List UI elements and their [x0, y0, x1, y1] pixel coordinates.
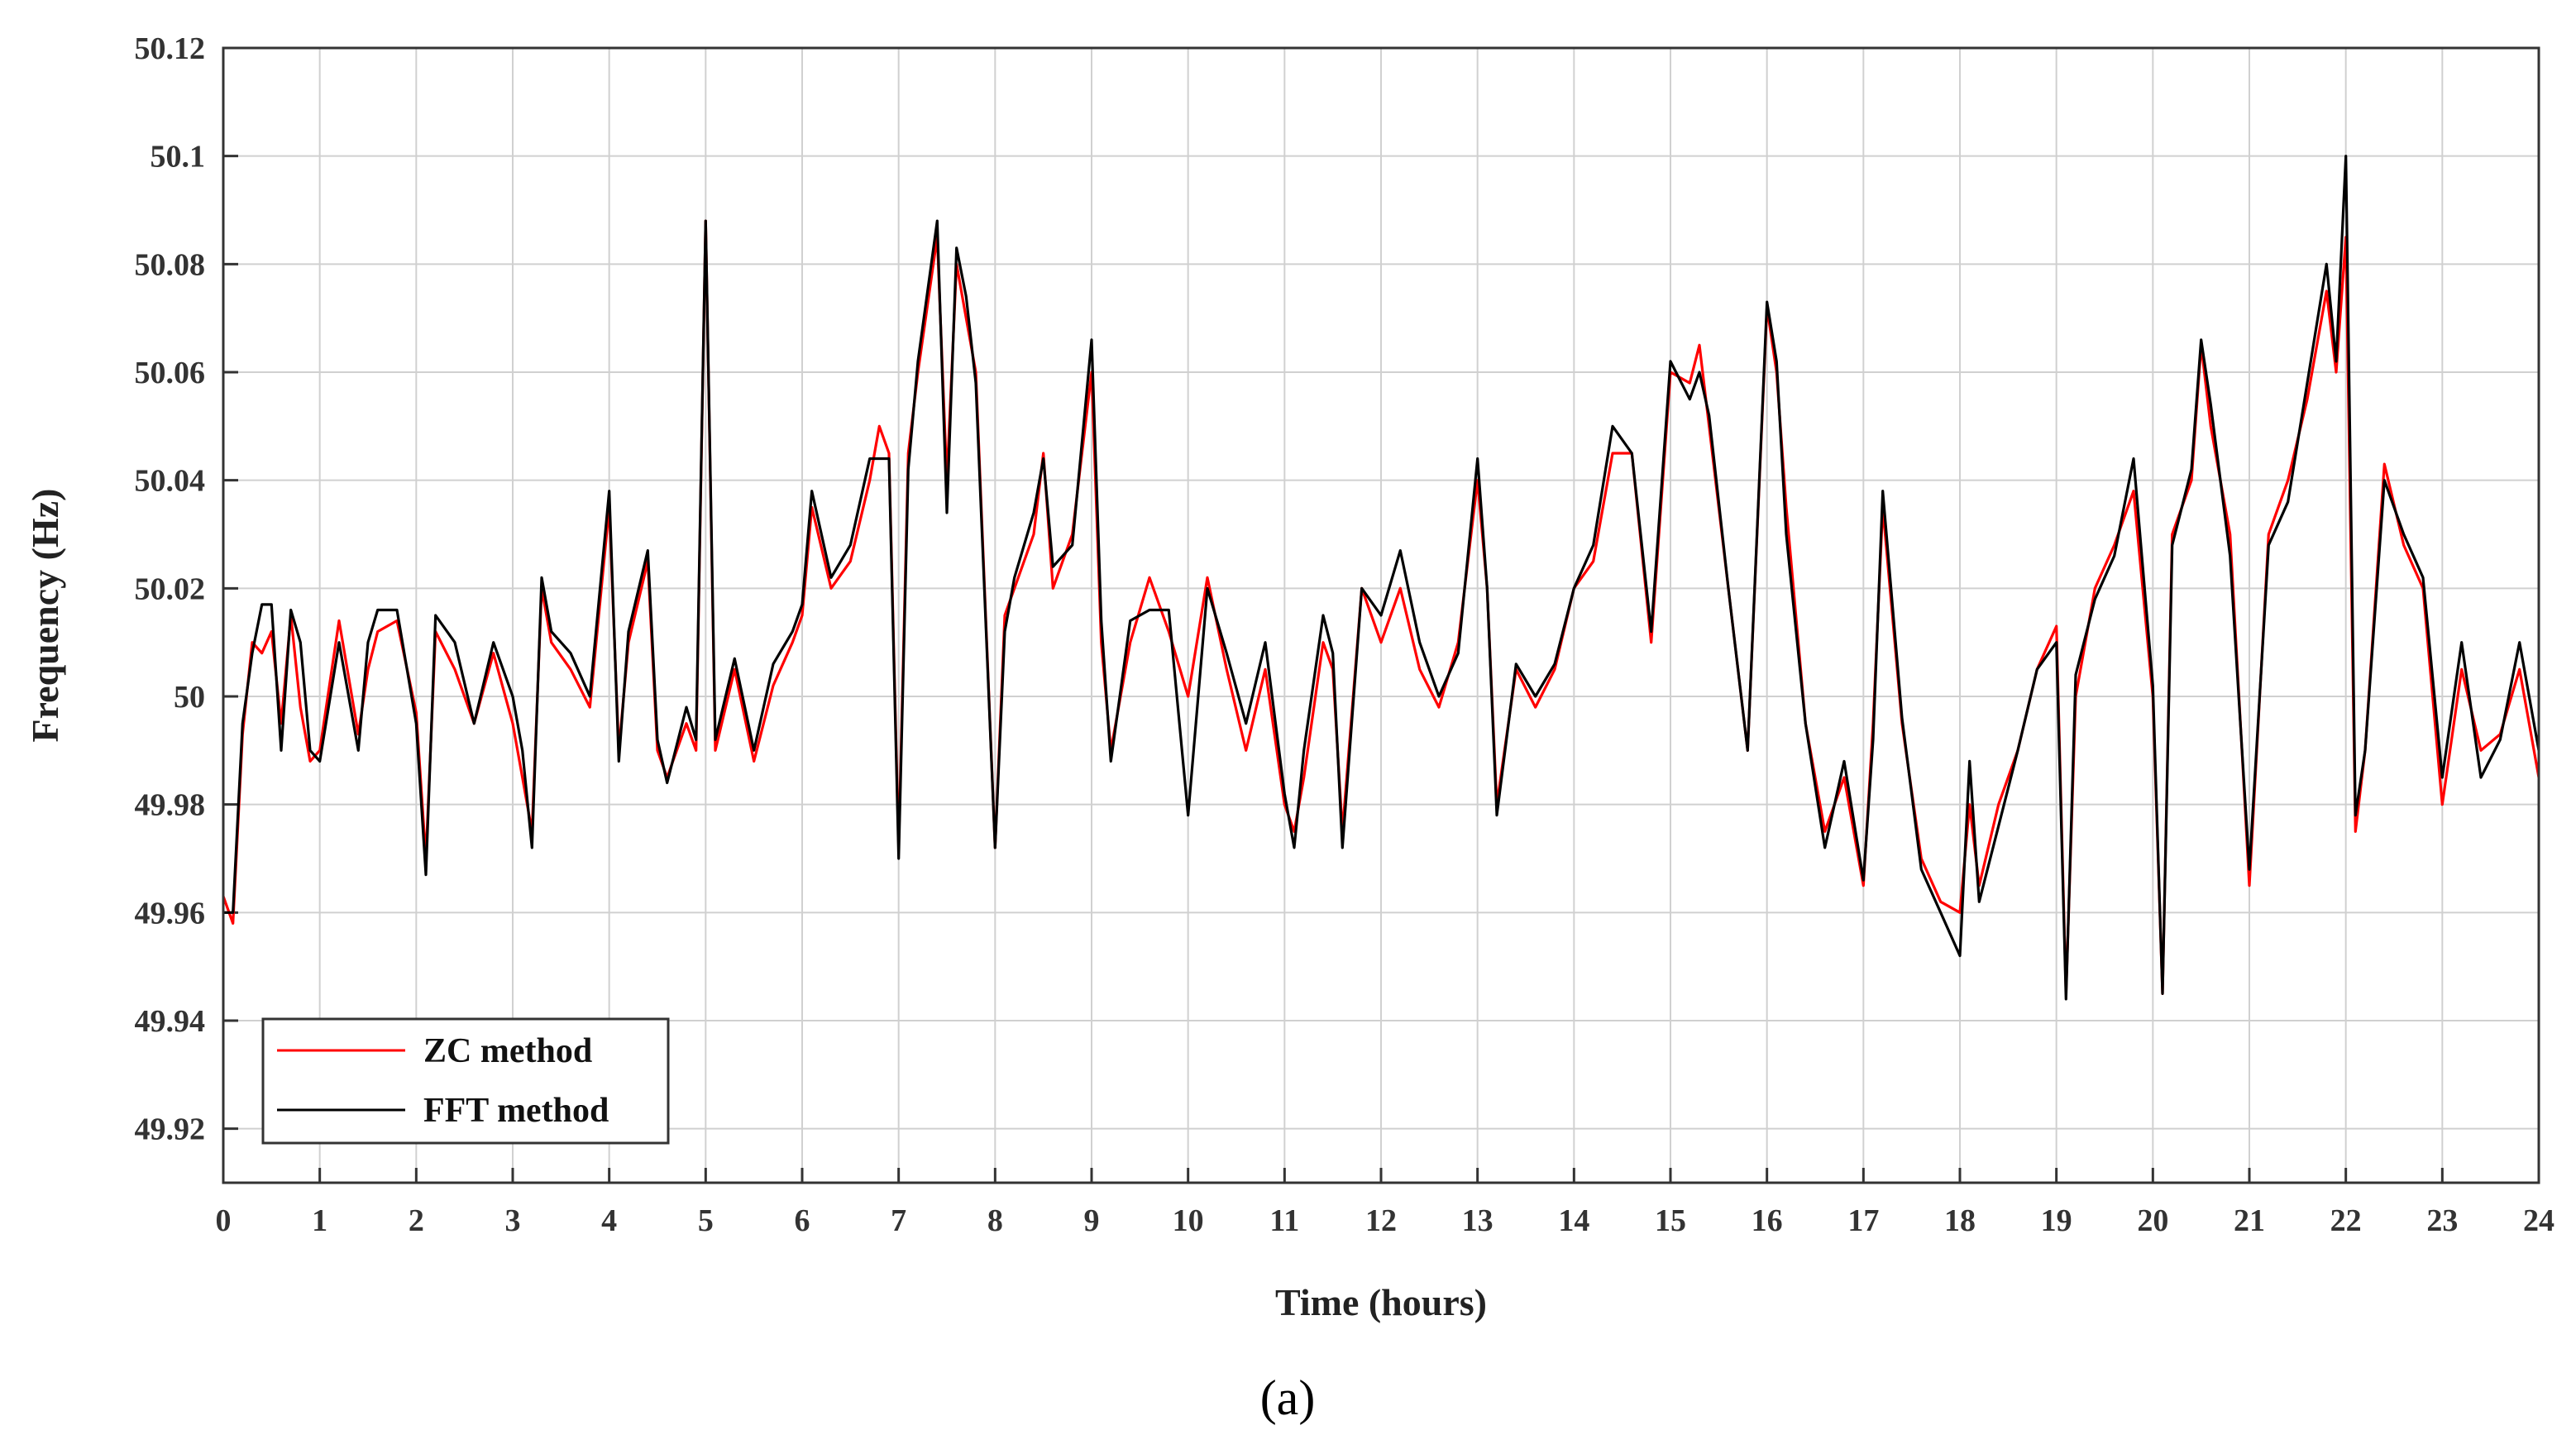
- y-tick-label: 49.96: [135, 896, 206, 930]
- y-axis-ticks: 49.92 49.94 49.96 49.98 50 50.02 50.04 50.06 50.…: [135, 31, 238, 1147]
- legend-label-fft: FFT method: [423, 1092, 609, 1130]
- x-tick-label: 19: [2041, 1203, 2072, 1238]
- x-tick-label: 11: [1269, 1203, 1299, 1238]
- x-tick-label: 24: [2523, 1203, 2554, 1238]
- x-tick-label: 20: [2137, 1203, 2168, 1238]
- x-tick-label: 14: [1558, 1203, 1589, 1238]
- legend-label-zc: ZC method: [423, 1032, 592, 1070]
- figure-caption: (a): [1260, 1370, 1316, 1425]
- x-tick-label: 23: [2426, 1203, 2458, 1238]
- y-axis-title: Frequency (Hz): [24, 488, 66, 742]
- legend: ZC method FFT method: [261, 1017, 670, 1145]
- fft-method-line: [223, 155, 2540, 1001]
- y-tick-label: 50.1: [151, 140, 206, 175]
- y-tick-label: 49.92: [135, 1112, 206, 1147]
- plot-frame: [222, 46, 2540, 1184]
- x-tick-label: 5: [698, 1203, 714, 1238]
- y-tick-label: 50: [174, 680, 205, 715]
- y-tick-label: 49.98: [135, 788, 206, 823]
- x-tick-label: 2: [409, 1203, 424, 1238]
- x-tick-label: 8: [987, 1203, 1003, 1238]
- x-tick-label: 10: [1173, 1203, 1204, 1238]
- y-tick-label: 50.12: [135, 31, 206, 66]
- y-tick-label: 50.02: [135, 572, 206, 606]
- x-axis-ticks: 0 1 2 3 4 5 6 7 8 9 10 11 12 13 14 15 16 17 18 19 20 21 22 23 24: [216, 1168, 2554, 1238]
- y-tick-label: 50.06: [135, 356, 206, 390]
- x-tick-label: 15: [1655, 1203, 1686, 1238]
- x-tick-label: 17: [1847, 1203, 1879, 1238]
- legend-box: [261, 1017, 670, 1145]
- x-tick-label: 12: [1365, 1203, 1397, 1238]
- y-tick-label: 49.94: [135, 1004, 206, 1039]
- x-axis-title: Time (hours): [1275, 1281, 1487, 1323]
- y-tick-label: 50.04: [135, 464, 206, 499]
- y-tick-label: 50.08: [135, 247, 206, 282]
- x-tick-label: 7: [891, 1203, 906, 1238]
- x-tick-label: 1: [312, 1203, 327, 1238]
- x-tick-label: 18: [1944, 1203, 1976, 1238]
- x-tick-label: 4: [601, 1203, 617, 1238]
- x-tick-label: 3: [505, 1203, 521, 1238]
- x-tick-label: 16: [1752, 1203, 1783, 1238]
- x-tick-label: 21: [2234, 1203, 2265, 1238]
- x-tick-label: 6: [795, 1203, 810, 1238]
- x-tick-label: 22: [2330, 1203, 2362, 1238]
- x-tick-label: 0: [216, 1203, 232, 1238]
- x-tick-label: 9: [1084, 1203, 1100, 1238]
- series-layer: [222, 155, 2540, 1001]
- x-tick-label: 13: [1462, 1203, 1494, 1238]
